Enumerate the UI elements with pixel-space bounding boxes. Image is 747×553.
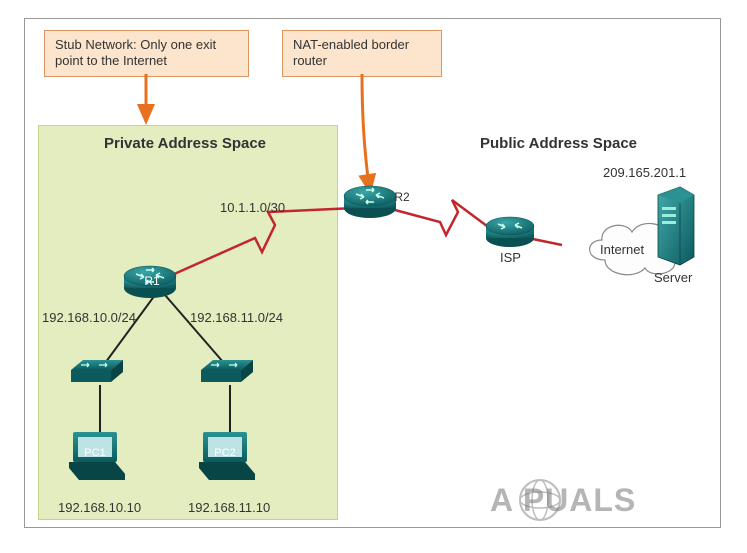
diagram-svg	[0, 0, 747, 553]
label-pc1: PC1	[82, 447, 108, 459]
ip-pc1: 192.168.10.10	[58, 500, 141, 515]
router-isp	[486, 217, 534, 247]
switch-1	[71, 360, 123, 382]
link-r1-sw1	[100, 295, 155, 370]
server	[658, 187, 694, 265]
ip-r1-r2: 10.1.1.0/30	[220, 200, 285, 215]
label-server: Server	[654, 270, 692, 285]
label-isp: ISP	[500, 250, 521, 265]
label-r2: R2	[392, 190, 412, 204]
link-r1-sw2	[165, 295, 230, 370]
link-r1-r2-serial	[172, 208, 355, 275]
switch-2	[201, 360, 253, 382]
ip-server: 209.165.201.1	[603, 165, 686, 180]
ip-r1-right: 192.168.11.0/24	[190, 310, 283, 325]
label-r1: R1	[142, 274, 162, 288]
label-internet: Internet	[600, 242, 644, 257]
ip-pc2: 192.168.11.10	[188, 500, 270, 515]
link-r2-isp-serial	[395, 200, 495, 235]
watermark-text: A PUALS	[490, 482, 636, 519]
pointer-nat	[362, 74, 370, 192]
router-r2	[344, 186, 396, 218]
label-pc2: PC2	[212, 447, 238, 459]
ip-r1-left: 192.168.10.0/24	[42, 310, 136, 325]
